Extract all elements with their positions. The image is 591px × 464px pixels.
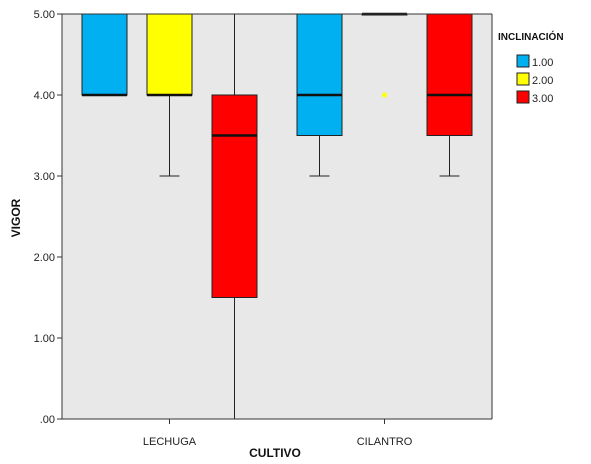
legend-swatch [516,90,530,104]
y-tick-label: 3.00 [34,171,55,183]
plot-area-background [62,14,492,419]
boxes-layer [81,12,473,420]
box-cilantro-3-00 [426,13,473,177]
legend-swatch [516,72,530,86]
y-tick-label: 1.00 [34,333,55,345]
box-body [296,13,343,136]
legend-swatch [516,54,530,68]
legend-title: INCLINACIÓN [498,30,564,43]
legend-label: 2.00 [532,75,553,87]
box-body [211,94,258,298]
y-tick-label: .00 [40,414,55,426]
outlier-point [382,92,387,98]
y-tick-label: 4.00 [34,90,55,102]
x-tick-label: CILANTRO [357,436,413,448]
y-tick-label: 2.00 [34,252,55,264]
box-cilantro-1-00 [296,13,343,177]
x-axis-title: CULTIVO [249,446,301,460]
box-lechuga-2-00 [146,13,193,177]
y-tick-label: 5.00 [34,9,55,21]
y-axis-title: VIGOR [9,198,23,237]
legend-label: 3.00 [532,93,553,105]
box-lechuga-3-00 [211,13,258,420]
legend-label: 1.00 [532,57,553,69]
axes-layer: .00 1.00 2.00 3.00 4.00 5.00 LECHUGA CILANTRO [34,9,493,448]
box-body [81,13,128,96]
box-lechuga-1-00 [81,13,128,97]
box-body [146,13,193,96]
box-body [426,13,473,136]
x-tick-label: LECHUGA [143,436,197,448]
legend: INCLINACIÓN 1.00 2.00 3.00 [498,30,564,105]
